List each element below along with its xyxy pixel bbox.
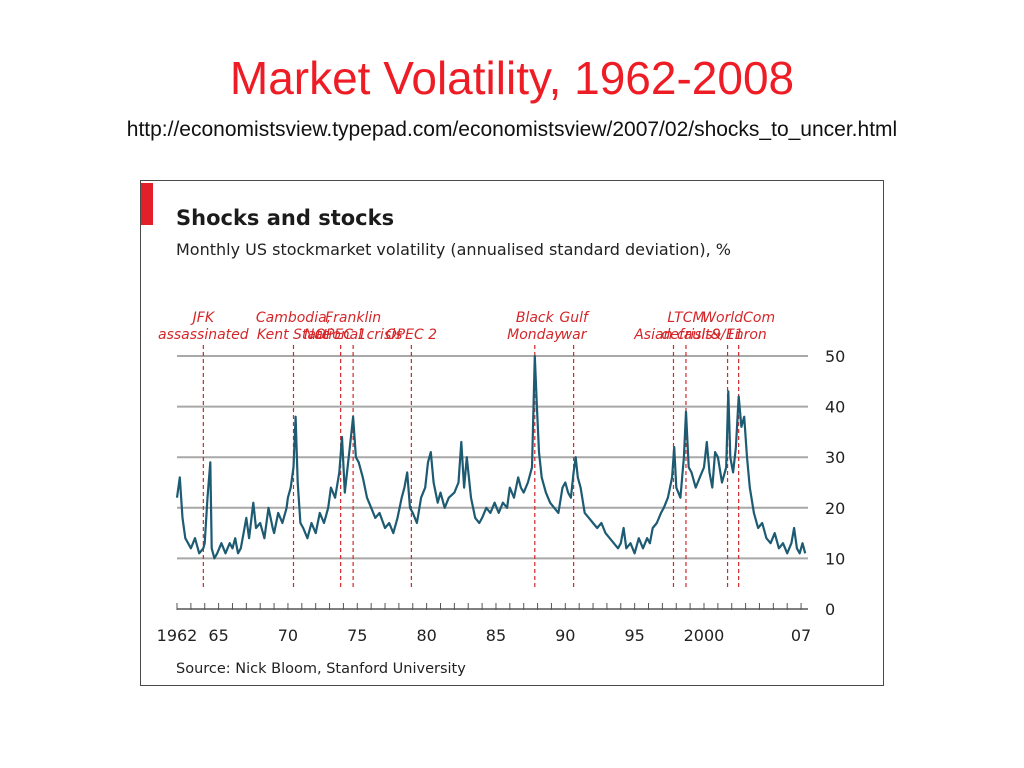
source-url: http://economistsview.typepad.com/econom… [126, 118, 898, 141]
chart-panel: Shocks and stocks Monthly US stockmarket… [140, 180, 884, 686]
chart-title: Shocks and stocks [176, 206, 394, 230]
annotation-label: assassinated [158, 327, 249, 343]
x-axis: 1962 65 70 75 80 85 90 95 2000 07 [157, 603, 811, 645]
x-tick-label-2000: 2000 [684, 626, 725, 645]
annotation-label: WorldCom [702, 310, 775, 326]
annotation-label: Kent State [257, 327, 330, 343]
x-tick-label-07: 07 [791, 626, 811, 645]
annotation-label: default [661, 327, 711, 343]
annotation-label: & Enron [711, 327, 767, 343]
gridlines [177, 355, 808, 560]
y-tick-label-50: 50 [825, 347, 845, 366]
annotation-9: 9/11 [712, 327, 743, 589]
y-tick-label-40: 40 [825, 398, 845, 417]
x-tick-label-95: 95 [624, 626, 644, 645]
y-tick-label-0: 0 [825, 600, 835, 619]
annotation-4: OPEC 2 [386, 327, 438, 589]
chart-subtitle: Monthly US stockmarket volatility (annua… [176, 240, 731, 259]
annotation-label: Cambodia, [256, 310, 331, 326]
annotation-10: WorldCom& Enron [702, 310, 775, 589]
y-tick-label-30: 30 [825, 448, 845, 467]
x-tick-label-70: 70 [278, 626, 298, 645]
x-tick-label-80: 80 [416, 626, 436, 645]
annotation-label: war [561, 327, 588, 343]
x-tick-label-85: 85 [486, 626, 506, 645]
annotation-label: Franklin [325, 310, 381, 326]
annotation-label: JFK [190, 310, 216, 326]
slide-title: Market Volatility, 1962-2008 [229, 52, 795, 104]
y-axis: 0 10 20 30 40 50 [825, 347, 845, 619]
series-line-0 [175, 354, 807, 560]
volatility-chart: Shocks and stocks Monthly US stockmarket… [141, 183, 845, 677]
x-tick-label-1962: 1962 [157, 626, 198, 645]
x-tick-label-90: 90 [555, 626, 575, 645]
x-tick-label-75: 75 [347, 626, 367, 645]
annotation-label: OPEC 1 [315, 327, 366, 343]
y-tick-label-20: 20 [825, 499, 845, 518]
annotation-label: Asian crisis [633, 327, 712, 343]
accent-bar [141, 183, 153, 225]
annotation-label: Gulf [559, 310, 590, 326]
annotation-label: National crisis [304, 327, 403, 343]
annotation-label: Monday [507, 327, 563, 343]
annotation-label: OPEC 2 [386, 327, 438, 343]
series-layer [175, 354, 807, 560]
annotation-label: 9/11 [712, 327, 743, 343]
chart-source: Source: Nick Bloom, Stanford University [176, 661, 466, 677]
y-tick-label-10: 10 [825, 549, 845, 568]
annotation-label: Black [516, 310, 555, 326]
x-tick-label-65: 65 [208, 626, 228, 645]
annotation-label: LTCM [667, 310, 704, 326]
